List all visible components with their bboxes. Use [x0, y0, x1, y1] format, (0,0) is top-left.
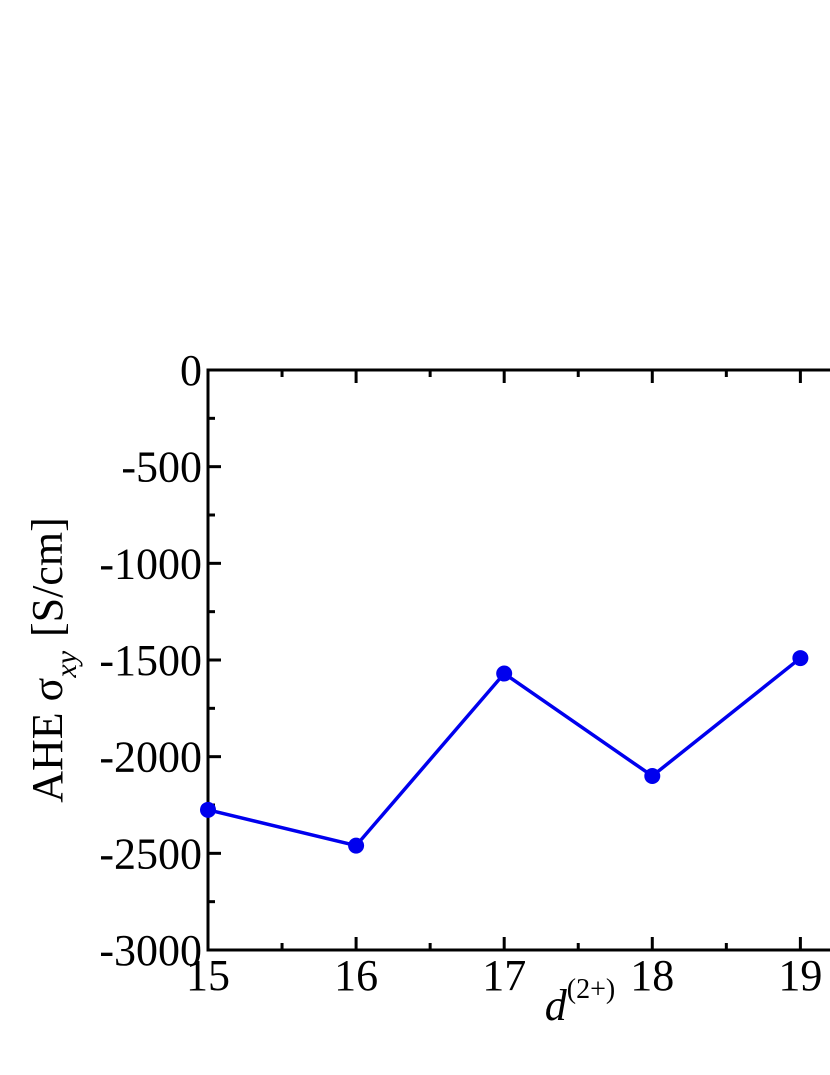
y-tick-label: -2500	[99, 829, 202, 878]
x-tick-label: 19	[778, 951, 822, 1000]
x-axis-label: d(2+)	[545, 974, 615, 1030]
y-tick-label: -1500	[99, 636, 202, 685]
x-tick-label: 15	[186, 951, 230, 1000]
y-tick-label: -500	[121, 443, 202, 492]
data-point	[792, 650, 809, 667]
x-label-main: d	[545, 981, 568, 1030]
data-point	[348, 837, 365, 854]
y-tick-label: -2000	[99, 733, 202, 782]
x-label-sup: (2+)	[567, 974, 615, 1005]
x-tick-label: 18	[630, 951, 674, 1000]
y-label-main: AHE σ	[23, 677, 72, 802]
y-axis-label: AHE σxy [S/cm]	[23, 517, 83, 803]
data-point	[644, 768, 661, 784]
y-tick-label: 0	[180, 346, 202, 395]
x-tick-label: 16	[334, 951, 378, 1000]
data-line	[207, 656, 802, 848]
data-point	[496, 665, 513, 682]
y-tick-label: -3000	[99, 926, 202, 975]
data-point	[200, 801, 216, 818]
y-label-sub: xy	[50, 650, 83, 678]
y-tick-label: -1000	[99, 539, 202, 588]
x-tick-label: 17	[482, 951, 526, 1000]
y-label-unit: [S/cm]	[23, 517, 72, 637]
